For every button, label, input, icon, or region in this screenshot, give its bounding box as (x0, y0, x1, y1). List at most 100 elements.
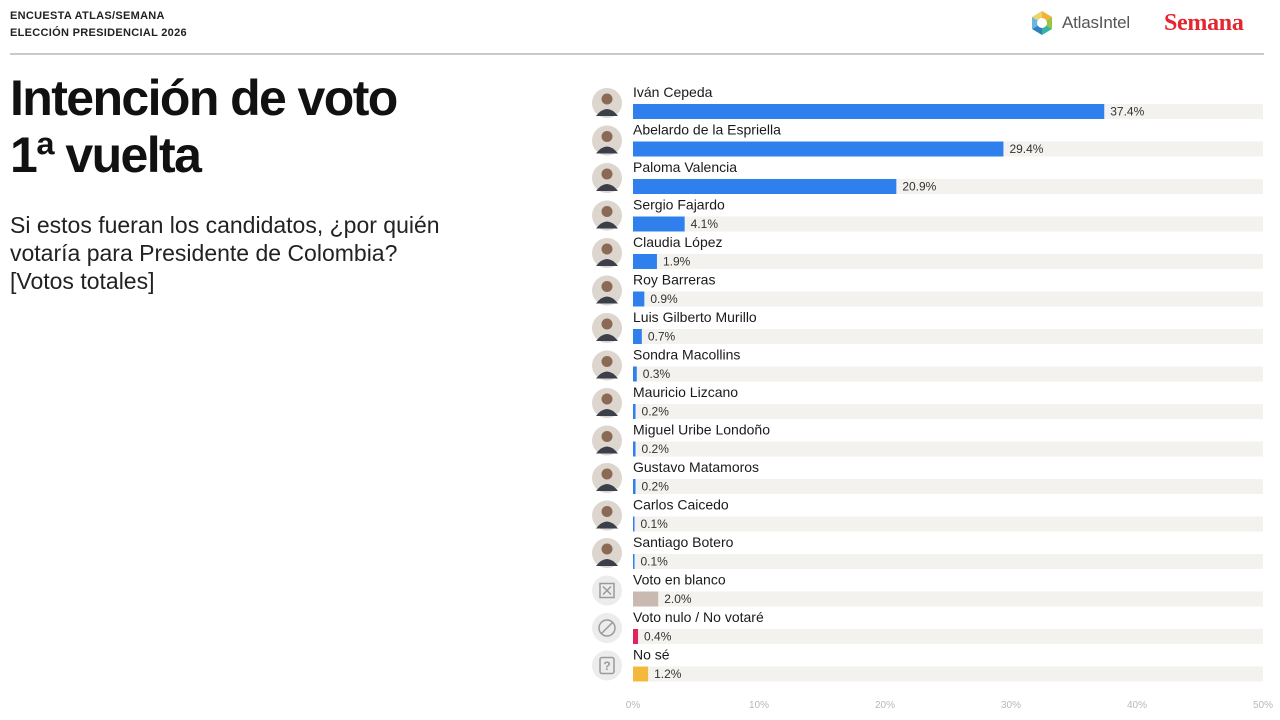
avatar-head-icon (601, 243, 613, 255)
avatar-head-icon (601, 356, 613, 367)
candidate-name: Paloma Valencia (633, 159, 737, 175)
header-divider (10, 53, 1264, 55)
value-label: 0.3% (643, 367, 671, 381)
bar (633, 441, 636, 457)
bar (633, 216, 685, 232)
bar-track (633, 629, 1263, 644)
bar (633, 591, 659, 607)
value-label: 29.4% (1009, 142, 1043, 156)
avatar-body-icon (596, 296, 618, 304)
bar-track (633, 216, 1263, 232)
value-label: 0.2% (642, 442, 670, 456)
candidate-name: Gustavo Matamoros (633, 459, 759, 475)
avatar-head-icon (601, 168, 613, 180)
candidate-name: Sergio Fajardo (633, 197, 725, 213)
value-label: 0.1% (641, 517, 669, 531)
avatar-head-icon (601, 468, 613, 480)
value-label: 0.7% (648, 330, 676, 344)
candidate-name: Luis Gilberto Murillo (633, 309, 757, 325)
bar-track (633, 479, 1263, 494)
avatar-body-icon (596, 559, 618, 566)
candidate-name: Abelardo de la Espriella (633, 122, 781, 138)
atlasintel-mark-icon (1032, 11, 1052, 35)
avatar-body-icon (596, 409, 618, 416)
null-vote-ring-icon (598, 619, 616, 637)
avatar-head-icon (601, 393, 613, 405)
value-label: 0.2% (642, 480, 670, 494)
avatar-body-icon (596, 184, 618, 191)
candidate-name: Carlos Caicedo (633, 497, 729, 513)
avatar-head-icon (601, 206, 613, 217)
bar (633, 629, 639, 644)
blank-vote-cross-icon (602, 585, 612, 596)
question-mark-icon: ? (603, 659, 610, 673)
x-tick-label: 0% (626, 700, 641, 711)
avatar-body-icon (596, 484, 618, 491)
x-tick-label: 50% (1253, 700, 1273, 711)
bar (633, 141, 1004, 157)
chart-subtitle: Si estos fueran los candidatos, ¿por qui… (10, 212, 440, 294)
avatar-body-icon (596, 259, 618, 266)
candidate-name: Miguel Uribe Londoño (633, 422, 770, 438)
x-tick-label: 20% (875, 700, 895, 711)
value-label: 0.4% (644, 630, 672, 644)
candidate-name: No sé (633, 647, 670, 663)
blank-vote-box-icon (599, 582, 615, 599)
candidate-name: Sondra Macollins (633, 347, 740, 363)
bar (633, 254, 657, 269)
avatar-head-icon (601, 131, 613, 142)
bar (633, 291, 645, 307)
chart-title: Intención de voto 1ª vuelta (10, 70, 398, 183)
bar (633, 179, 897, 194)
bar-track (633, 291, 1263, 307)
avatar-body-icon (596, 146, 618, 154)
null-vote-slash-icon (600, 621, 614, 635)
candidate-name: Voto nulo / No votaré (633, 609, 764, 625)
bar-track (633, 441, 1263, 457)
value-label: 37.4% (1110, 105, 1144, 119)
avatar-body-icon (596, 109, 618, 116)
bar (633, 516, 635, 532)
bar-track (633, 329, 1263, 344)
election-label: ELECCIÓN PRESIDENCIAL 2026 (10, 27, 187, 39)
avatar-head-icon (601, 543, 613, 555)
question-box-icon (599, 656, 615, 675)
bar-track (633, 516, 1263, 532)
bar (633, 366, 637, 382)
bar-track (633, 254, 1263, 269)
x-tick-label: 10% (749, 700, 769, 711)
bar (633, 104, 1105, 119)
atlasintel-logo-text: AtlasIntel (1062, 13, 1130, 32)
value-label: 1.9% (663, 255, 691, 269)
avatar-body-icon (596, 521, 618, 529)
value-label: 0.2% (642, 405, 670, 419)
avatar-head-icon (601, 318, 613, 330)
x-tick-label: 40% (1127, 700, 1147, 711)
candidate-name: Santiago Botero (633, 534, 734, 550)
bar (633, 554, 635, 569)
survey-label: ENCUESTA ATLAS/SEMANA (10, 10, 165, 22)
avatar-head-icon (601, 506, 613, 517)
avatar-head-icon (601, 93, 613, 105)
bar (633, 479, 636, 494)
bar (633, 329, 642, 344)
candidate-name: Roy Barreras (633, 272, 715, 288)
value-label: 20.9% (902, 180, 936, 194)
value-label: 0.9% (650, 292, 678, 306)
value-label: 1.2% (654, 667, 682, 681)
semana-logo: Semana (1164, 10, 1244, 36)
value-label: 2.0% (664, 592, 692, 606)
avatar-head-icon (601, 431, 613, 442)
candidate-name: Mauricio Lizcano (633, 384, 738, 400)
candidate-name: Voto en blanco (633, 572, 726, 588)
x-tick-label: 30% (1001, 700, 1021, 711)
value-label: 0.1% (641, 555, 669, 569)
bar-track (633, 666, 1263, 682)
bar (633, 666, 649, 682)
bar-track (633, 591, 1263, 607)
question-icon (592, 650, 622, 681)
candidate-name: Claudia López (633, 234, 723, 250)
bar-track (633, 554, 1263, 569)
bar-track (633, 366, 1263, 382)
